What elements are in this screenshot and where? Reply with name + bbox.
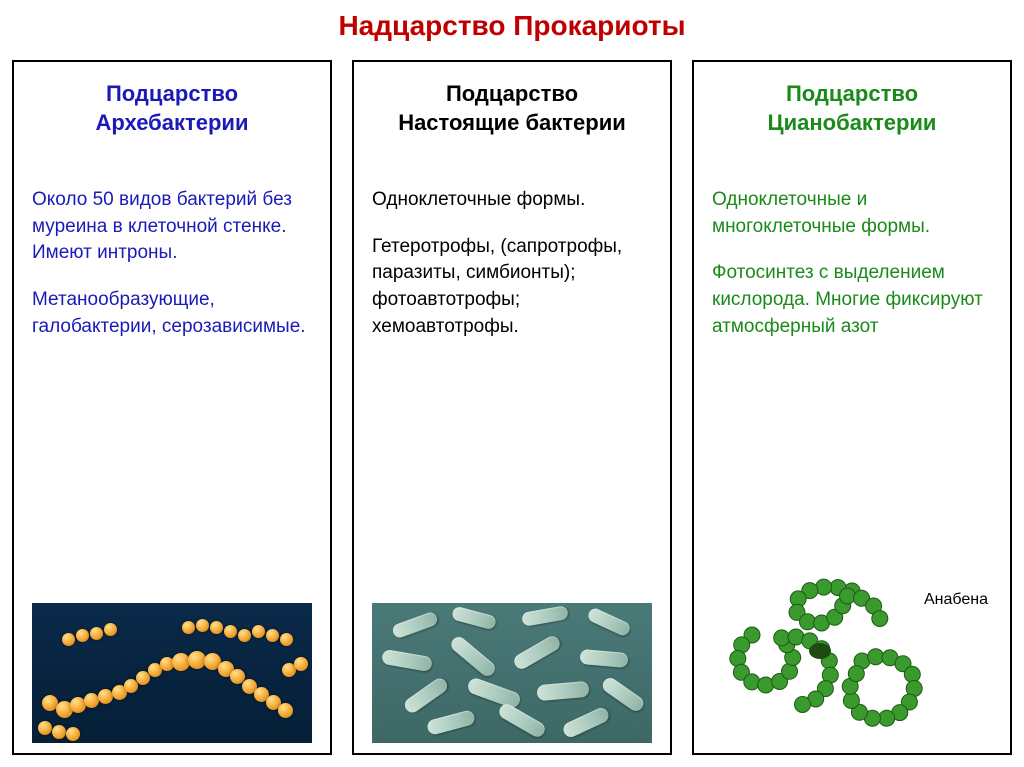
column-true-bacteria: Подцарство Настоящие бактерии Одноклеточ… — [352, 60, 672, 755]
column-cyanobacteria: Подцарство Цианобактерии Одноклеточные и… — [692, 60, 1012, 755]
column-body: Около 50 видов бактерий без муреина в кл… — [32, 187, 312, 603]
para2: Фотосинтез с выделением кислорода. Многи… — [712, 260, 992, 340]
title-line1: Подцарство — [786, 81, 918, 106]
title-line1: Подцарство — [106, 81, 238, 106]
para2: Гетеротрофы, (сапротрофы, паразиты, симб… — [372, 234, 652, 340]
column-title: Подцарство Архебактерии — [32, 80, 312, 137]
column-title: Подцарство Цианобактерии — [712, 80, 992, 137]
cyanobacteria-image: Анабена — [712, 573, 992, 743]
column-archaebacteria: Подцарство Архебактерии Около 50 видов б… — [12, 60, 332, 755]
column-body: Одноклеточные формы. Гетеротрофы, (сапро… — [372, 187, 652, 603]
archaebacteria-image — [32, 603, 312, 743]
para1: Около 50 видов бактерий без муреина в кл… — [32, 187, 312, 267]
column-body: Одноклеточные и многоклеточные формы. Фо… — [712, 187, 992, 563]
title-line2: Настоящие бактерии — [398, 110, 626, 135]
para2: Метанообразующие, галобактерии, серозави… — [32, 287, 312, 340]
para1: Одноклеточные и многоклеточные формы. — [712, 187, 992, 240]
title-line2: Цианобактерии — [768, 110, 937, 135]
page-title: Надцарство Прокариоты — [12, 10, 1012, 42]
anabaena-label: Анабена — [924, 591, 988, 609]
title-line2: Архебактерии — [95, 110, 248, 135]
columns-container: Подцарство Архебактерии Около 50 видов б… — [12, 60, 1012, 755]
column-title: Подцарство Настоящие бактерии — [372, 80, 652, 137]
true-bacteria-image — [372, 603, 652, 743]
para1: Одноклеточные формы. — [372, 187, 652, 214]
title-line1: Подцарство — [446, 81, 578, 106]
